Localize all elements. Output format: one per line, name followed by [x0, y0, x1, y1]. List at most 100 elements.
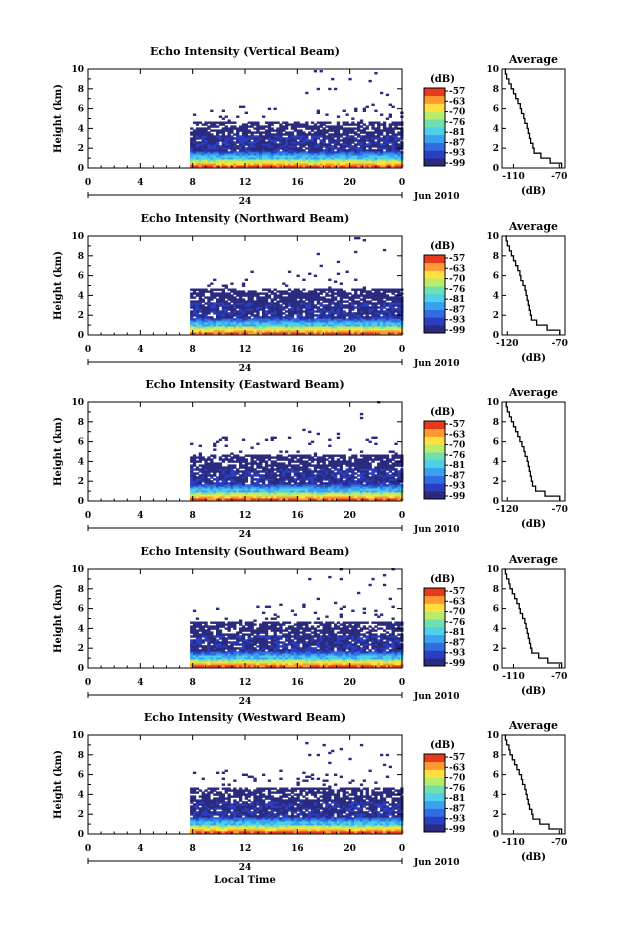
heatmap-cell: [310, 324, 315, 327]
heatmap-cell: [247, 324, 251, 327]
profile-line: [505, 235, 561, 335]
heatmap-cell: [357, 294, 361, 297]
heatmap-cell: [279, 143, 283, 146]
heatmap-cell: [342, 332, 346, 335]
heatmap-cell: [331, 141, 335, 144]
heatmap-cell: [365, 143, 369, 146]
heatmap-cell: [276, 312, 280, 315]
heatmap-cell: [210, 282, 214, 285]
heatmap-cell: [195, 460, 200, 463]
heatmap-cell: [273, 496, 277, 499]
heatmap-cell: [256, 458, 260, 461]
heatmap-cell: [224, 320, 228, 323]
heatmap-cell: [204, 163, 208, 166]
heatmap-cell: [299, 143, 303, 146]
heatmap-cell: [394, 153, 398, 156]
heatmap-cell: [262, 163, 266, 166]
heatmap-cell: [305, 478, 309, 481]
heatmap-cell: [224, 498, 228, 501]
heatmap-cell: [377, 135, 381, 138]
heatmap-cell: [313, 147, 318, 150]
heatmap-cell: [192, 474, 197, 477]
heatmap-cell: [299, 290, 303, 293]
heatmap-cell: [348, 312, 352, 315]
heatmap-cell: [302, 306, 306, 309]
heatmap-cell: [190, 127, 194, 130]
heatmap-cell: [394, 163, 398, 166]
heatmap-cell: [190, 296, 194, 299]
heatmap-cell: [201, 464, 205, 467]
heatmap-cell: [348, 448, 352, 451]
heatmap-cell: [279, 294, 283, 297]
heatmap-cell: [331, 306, 335, 309]
heatmap-cell: [319, 328, 323, 331]
heatmap-cell: [357, 320, 361, 323]
heatmap-cell: [380, 298, 384, 301]
heatmap-cell: [313, 159, 318, 162]
heatmap-cell: [239, 474, 243, 477]
heatmap-cell: [285, 466, 289, 469]
heatmap-cell: [230, 326, 234, 329]
heatmap-cell: [259, 486, 263, 489]
heatmap-cell: [247, 131, 251, 134]
heatmap-cell: [227, 133, 231, 136]
heatmap-cell: [227, 332, 231, 335]
heatmap-cell: [302, 143, 306, 146]
colorbar-swatch: [424, 158, 445, 167]
heatmap-cell: [359, 165, 364, 168]
heatmap-cell: [331, 157, 335, 160]
heatmap-cell: [279, 137, 283, 140]
heatmap-cell: [247, 294, 251, 297]
heatmap-cell: [319, 296, 323, 299]
heatmap-cell: [296, 157, 300, 160]
heatmap-cell: [224, 324, 228, 327]
heatmap-cell: [218, 326, 223, 329]
heatmap-cell: [216, 125, 220, 128]
heatmap-cell: [233, 157, 237, 160]
heatmap-cell: [308, 330, 312, 333]
heatmap-cell: [247, 310, 251, 313]
heatmap-cell: [359, 462, 364, 465]
heatmap-cell: [357, 466, 361, 469]
heatmap-cell: [276, 290, 280, 293]
heatmap-cell: [293, 296, 297, 299]
heatmap-cell: [201, 147, 205, 150]
heatmap-cell: [325, 292, 329, 295]
heatmap-cell: [259, 458, 263, 461]
heatmap-cell: [213, 332, 217, 335]
colorbar-tick-label: -57: [449, 254, 465, 264]
heatmap-cell: [359, 416, 364, 420]
heatmap-cell: [253, 472, 257, 475]
heatmap-cell: [336, 486, 341, 489]
heatmap-cell: [374, 302, 378, 305]
heatmap-cell: [273, 320, 277, 323]
heatmap-cell: [273, 133, 277, 136]
heatmap-cell: [377, 324, 381, 327]
heatmap-cell: [385, 165, 390, 168]
heatmap-cell: [287, 330, 292, 333]
heatmap-cell: [310, 460, 315, 463]
heatmap-cell: [308, 312, 312, 315]
heatmap-cell: [290, 298, 295, 301]
heatmap-cell: [285, 498, 289, 501]
heatmap-cell: [264, 292, 269, 295]
heatmap-cell: [213, 137, 217, 140]
heatmap-cell: [213, 123, 217, 126]
heatmap-cell: [342, 482, 346, 485]
colorbar-swatch: [424, 270, 445, 279]
heatmap-cell: [239, 480, 243, 483]
heatmap-cell: [296, 306, 300, 309]
heatmap-cell: [374, 145, 378, 148]
heatmap-cell: [216, 320, 220, 323]
heatmap-cell: [192, 318, 197, 321]
heatmap-cell: [299, 139, 303, 142]
heatmap-cell: [244, 294, 248, 297]
heatmap-cell: [328, 320, 332, 323]
heatmap-cell: [313, 151, 318, 154]
heatmap-cell: [359, 298, 364, 301]
heatmap-cell: [334, 490, 338, 493]
heatmap-cell: [374, 161, 378, 164]
heatmap-cell: [351, 316, 355, 319]
heatmap-cell: [282, 143, 286, 146]
heatmap-cell: [207, 494, 211, 497]
